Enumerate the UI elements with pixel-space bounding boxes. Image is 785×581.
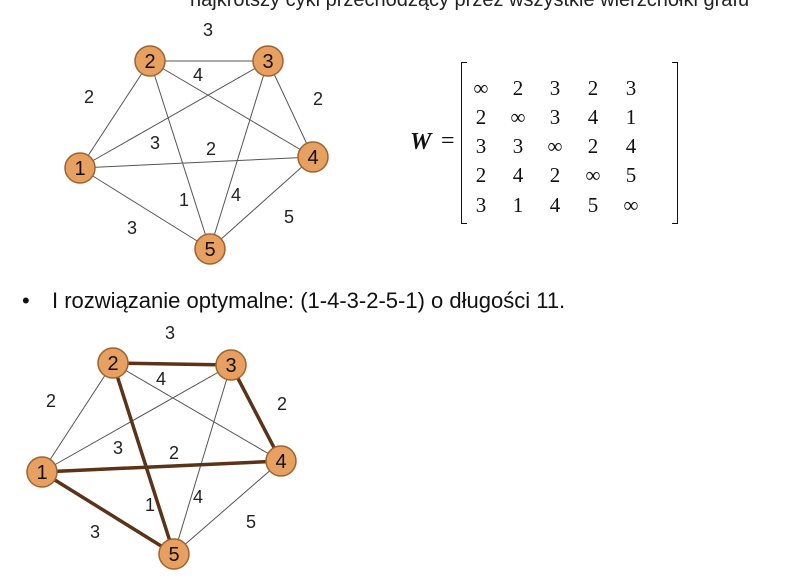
matrix-equals: = [441,128,455,154]
matrix-cell-r4-c3: 2 [549,163,561,187]
solution-bullet: • I rozwiązanie optymalne: (1-4-3-2-5-1) … [22,288,565,314]
tour-edge-1-5 [40,470,176,556]
matrix-cell-r1-c1: ∞ [473,76,489,100]
top-weight-1-5: 3 [127,218,137,238]
matrix-cell-r4-c1: 2 [475,163,487,187]
top-node-3 [252,45,284,77]
tour-edge-2-5 [111,361,176,556]
top-edge-2-5 [149,60,211,250]
top-edge-3-5 [209,60,269,250]
top-edge-1-2 [79,60,151,169]
matrix-cell-r2-c1: 2 [475,105,487,129]
bottom-node-3 [215,349,247,381]
matrix-cell-r2-c3: 3 [549,105,561,129]
top-node-5 [194,233,226,265]
matrix-cell-r3-c4: 2 [587,134,599,158]
top-node-5-label: 5 [204,239,215,261]
bottom-node-2-label: 2 [107,353,118,375]
top-node-2 [134,45,166,77]
matrix-cell-r4-c5: 5 [625,163,637,187]
matrix-cell-r4-c2: 4 [512,163,524,187]
tour-edge-1-4 [40,459,283,474]
bottom-weight-4-5: 5 [246,512,256,532]
top-edge-4-5 [209,156,314,250]
solution-text: I rozwiązanie optymalne: (1-4-3-2-5-1) o… [52,288,566,313]
bottom-weight-2-5: 1 [145,495,155,515]
top-weight-2-5: 1 [179,190,189,210]
matrix-cell-r5-c1: 3 [475,193,487,217]
matrix-cell-r2-c4: 4 [587,105,599,129]
tour-edge-3-4 [229,363,283,463]
matrix-cell-r3-c2: 3 [512,134,524,158]
top-edge-1-3 [79,60,269,169]
top-weight-4-5: 5 [284,207,294,227]
matrix-left-bracket [461,62,467,224]
bottom-node-4 [265,445,297,477]
top-node-1 [64,152,96,184]
top-edge-1-4 [79,156,314,169]
bottom-weight-1-4: 2 [169,443,179,463]
top-weight-1-3: 3 [150,133,160,153]
matrix-cell-r3-c1: 3 [475,134,487,158]
matrix-right-bracket [672,62,678,224]
matrix-cell-r1-c3: 3 [549,76,561,100]
matrix-cell-r4-c4: ∞ [585,163,601,187]
top-weight-1-2: 2 [84,87,94,107]
top-weight-3-4: 2 [313,89,323,109]
top-edge-1-5 [79,167,211,250]
bottom-weight-3-4: 2 [277,394,287,414]
bottom-node-3-label: 3 [225,355,236,377]
matrix-cell-r1-c5: 3 [625,76,637,100]
bottom-weight-1-2: 2 [46,391,56,411]
matrix-cell-r3-c3: ∞ [547,134,563,158]
top-weight-2-3: 3 [203,20,213,40]
top-edge-2-4 [149,60,314,158]
bottom-node-5 [158,538,190,570]
matrix-cell-r2-c5: 1 [625,105,637,129]
header-cut-text: najkrótszy cykl przechodzący przez wszys… [190,0,750,11]
bottom-node-1-label: 1 [36,462,47,484]
bottom-edge-4-5 [173,460,282,555]
bottom-weight-3-5: 4 [193,487,203,507]
matrix-cell-r5-c5: ∞ [623,193,639,217]
matrix-cell-r5-c3: 4 [549,193,561,217]
bottom-node-5-label: 5 [168,544,179,566]
matrix-cell-r3-c5: 4 [625,134,637,158]
bottom-weight-1-5: 3 [90,522,100,542]
matrix-cell-r1-c2: 2 [512,76,524,100]
bottom-weight-1-3: 3 [113,438,123,458]
bottom-node-4-label: 4 [275,451,286,473]
matrix-cell-r5-c2: 1 [512,193,524,217]
top-weight-2-4: 4 [193,65,203,85]
tour-edge-2-3 [111,361,233,367]
top-node-1-label: 1 [74,158,85,180]
matrix-label: W [410,129,432,155]
bottom-edge-1-2 [41,362,114,473]
matrix-cell-r5-c4: 5 [587,193,599,217]
top-node-4 [297,141,329,173]
matrix-cell-r2-c2: ∞ [510,105,526,129]
bottom-edge-2-4 [112,362,282,462]
top-weight-3-5: 4 [231,185,241,205]
bottom-weight-2-4: 4 [156,369,166,389]
bottom-weight-2-3: 3 [165,323,175,343]
bottom-node-2 [97,347,129,379]
bullet-marker: • [22,288,30,313]
bottom-edge-1-3 [41,364,232,473]
matrix-cell-r1-c4: 2 [587,76,599,100]
bottom-node-1 [26,456,58,488]
top-weight-1-4: 2 [206,139,216,159]
bottom-edge-3-5 [173,364,232,555]
top-node-4-label: 4 [307,147,318,169]
top-node-2-label: 2 [144,51,155,73]
top-node-3-label: 3 [262,51,273,73]
top-edge-3-4 [267,60,314,158]
